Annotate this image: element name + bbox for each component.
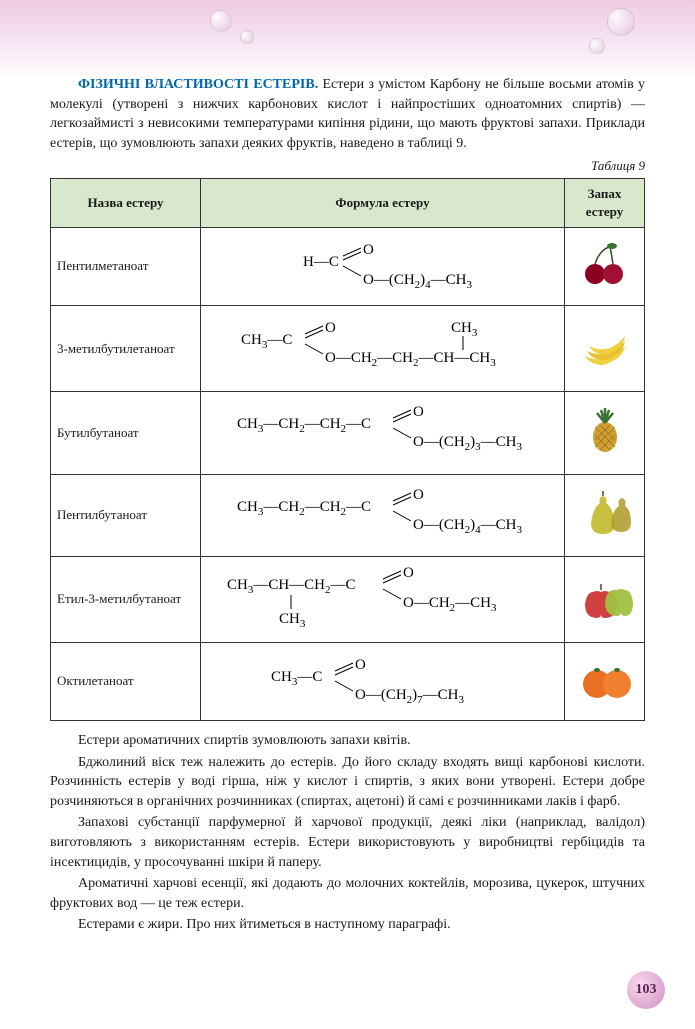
fruit-banana-icon bbox=[565, 306, 645, 392]
esters-table: Назва естеру Формула естеру Запах естеру… bbox=[50, 178, 645, 722]
col-smell: Запах естеру bbox=[565, 178, 645, 227]
col-formula: Формула естеру bbox=[201, 178, 565, 227]
fruit-pineapple-icon bbox=[565, 392, 645, 474]
svg-text:CH3: CH3 bbox=[451, 320, 478, 339]
table-row: Етил-3-метилбутаноат CH3—CH—CH2—C CH3 O O—CH… bbox=[51, 556, 645, 642]
body-paragraph: Ароматичні харчові есенції, які додають … bbox=[50, 874, 645, 913]
svg-text:O—CH2—CH3: O—CH2—CH3 bbox=[403, 595, 497, 614]
fruit-orange-icon bbox=[565, 642, 645, 720]
svg-text:O: O bbox=[355, 657, 366, 673]
ester-formula: CH3—CH—CH2—C CH3 O O—CH2—CH3 bbox=[201, 556, 565, 642]
page-content: ФІЗИЧНІ ВЛАСТИВОСТІ ЕСТЕРІВ. Естери з ум… bbox=[0, 0, 695, 957]
table-row: Пентилбутаноат CH3—CH2—CH2—C O O—(CH2)4—CH3 bbox=[51, 474, 645, 556]
fruit-pear-icon bbox=[565, 474, 645, 556]
svg-text:O—(CH2)7—CH3: O—(CH2)7—CH3 bbox=[355, 687, 465, 706]
table-row: 3-метилбутилетаноат CH3—C O O—CH2—CH2—CH—CH… bbox=[51, 306, 645, 392]
table-row: Бутилбутаноат CH3—CH2—CH2—C O O—(CH2)3—CH3 bbox=[51, 392, 645, 474]
ester-formula: CH3—CH2—CH2—C O O—(CH2)4—CH3 bbox=[201, 474, 565, 556]
ester-formula: CH3—C O O—(CH2)7—CH3 bbox=[201, 642, 565, 720]
ester-formula: CH3—CH2—CH2—C O O—(CH2)3—CH3 bbox=[201, 392, 565, 474]
ester-formula: H—C O O—(CH2)4—CH3 bbox=[201, 227, 565, 305]
section-title: ФІЗИЧНІ ВЛАСТИВОСТІ ЕСТЕРІВ. bbox=[78, 77, 318, 92]
svg-text:H—C: H—C bbox=[303, 254, 339, 270]
fruit-cherry-icon bbox=[565, 227, 645, 305]
svg-text:O—(CH2)3—CH3: O—(CH2)3—CH3 bbox=[413, 434, 523, 453]
svg-text:CH3—CH—CH2—C: CH3—CH—CH2—C bbox=[227, 577, 356, 596]
svg-text:CH3: CH3 bbox=[279, 611, 306, 629]
body-paragraph: Запахові субстанції парфумерної й харчов… bbox=[50, 813, 645, 872]
svg-text:CH3—C: CH3—C bbox=[271, 669, 322, 688]
col-name: Назва естеру bbox=[51, 178, 201, 227]
svg-text:CH3—C: CH3—C bbox=[241, 332, 292, 351]
svg-text:O—CH2—CH2—CH—CH3: O—CH2—CH2—CH—CH3 bbox=[325, 350, 496, 369]
table-row: Пентилметаноат H—C O O—(CH2)4—CH3 bbox=[51, 227, 645, 305]
table-row: Октилетаноат CH3—C O O—(CH2)7—CH3 bbox=[51, 642, 645, 720]
ester-formula: CH3—C O O—CH2—CH2—CH—CH3 CH3 bbox=[201, 306, 565, 392]
intro-paragraph: ФІЗИЧНІ ВЛАСТИВОСТІ ЕСТЕРІВ. Естери з ум… bbox=[50, 75, 645, 153]
svg-text:O—(CH2)4—CH3: O—(CH2)4—CH3 bbox=[363, 272, 473, 291]
svg-text:CH3—CH2—CH2—C: CH3—CH2—CH2—C bbox=[237, 416, 371, 435]
body-paragraph: Естерами є жири. Про них йтиметься в нас… bbox=[50, 915, 645, 935]
body-paragraph: Естери ароматичних спиртів зумовлюють за… bbox=[50, 731, 645, 751]
body-paragraph: Бджолиний віск теж належить до естерів. … bbox=[50, 753, 645, 812]
svg-text:O: O bbox=[413, 487, 424, 503]
svg-text:O: O bbox=[413, 404, 424, 420]
svg-text:O: O bbox=[403, 565, 414, 581]
svg-text:O: O bbox=[325, 320, 336, 336]
ester-name: Пентилметаноат bbox=[51, 227, 201, 305]
svg-text:O: O bbox=[363, 242, 374, 258]
svg-text:CH3—CH2—CH2—C: CH3—CH2—CH2—C bbox=[237, 499, 371, 518]
page-number: 103 bbox=[627, 971, 665, 1009]
ester-name: 3-метилбутилетаноат bbox=[51, 306, 201, 392]
ester-name: Етил-3-метилбутаноат bbox=[51, 556, 201, 642]
ester-name: Октилетаноат bbox=[51, 642, 201, 720]
ester-name: Бутилбутаноат bbox=[51, 392, 201, 474]
fruit-apple-icon bbox=[565, 556, 645, 642]
svg-text:O—(CH2)4—CH3: O—(CH2)4—CH3 bbox=[413, 517, 523, 536]
table-label: Таблиця 9 bbox=[50, 157, 645, 175]
table-header-row: Назва естеру Формула естеру Запах естеру bbox=[51, 178, 645, 227]
ester-name: Пентилбутаноат bbox=[51, 474, 201, 556]
